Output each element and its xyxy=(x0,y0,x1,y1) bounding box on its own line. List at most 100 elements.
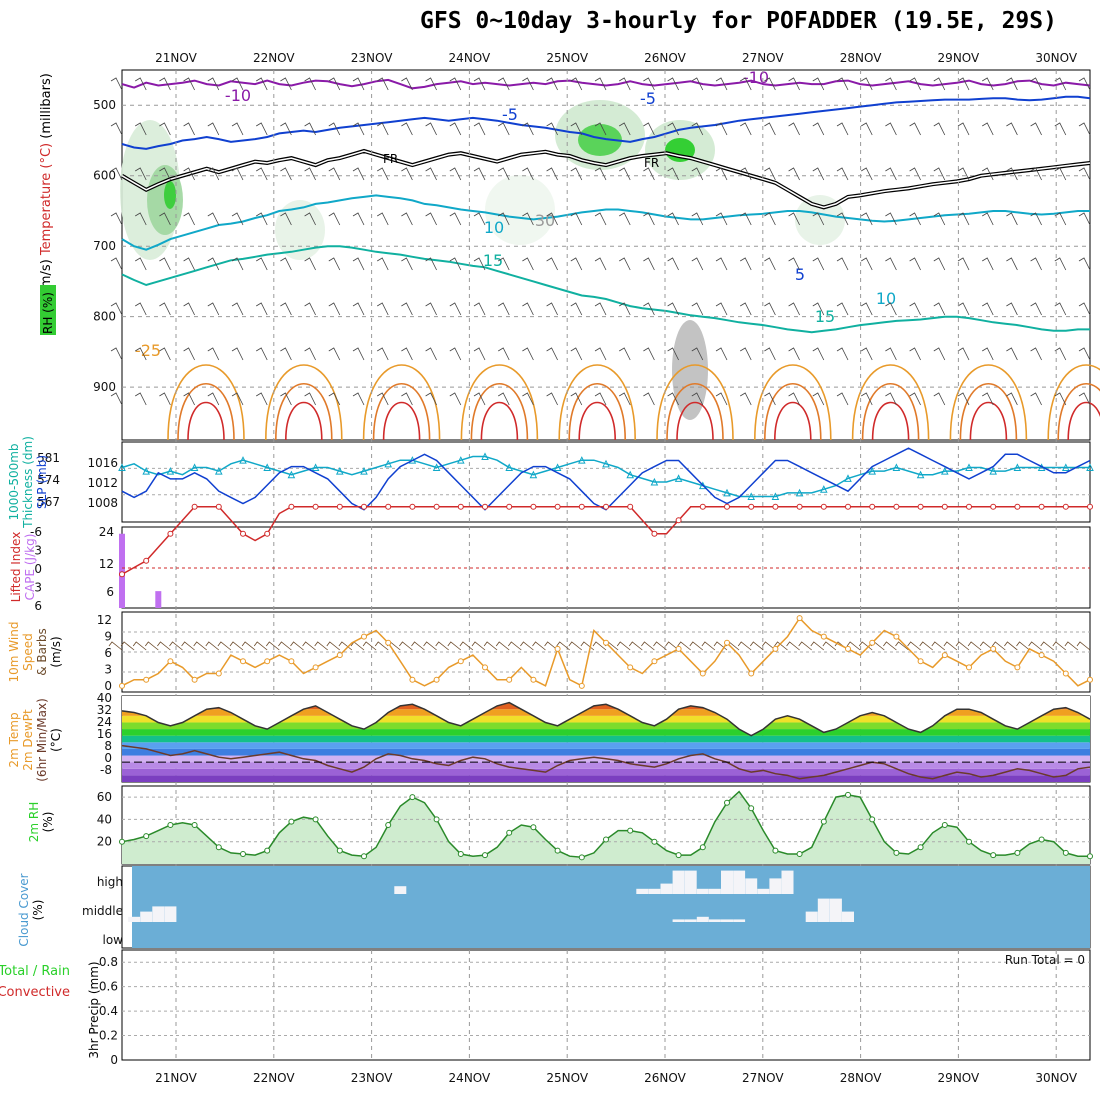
y-label-part: Thickness (dm) xyxy=(21,436,35,529)
wind-barb xyxy=(836,167,849,181)
lifted-index-line-point xyxy=(796,503,803,510)
contour-label: 10 xyxy=(876,289,896,308)
thickness-line-point xyxy=(505,463,514,471)
lifted-index-line-point xyxy=(530,503,537,510)
wind-barb xyxy=(836,122,849,136)
surface-wind-barb xyxy=(568,641,583,651)
wind-barb xyxy=(328,212,341,226)
rh-line-point xyxy=(941,822,948,828)
wind-barb xyxy=(449,302,462,316)
date-label-bottom: 28NOV xyxy=(840,1071,882,1085)
precip-tick: 0.4 xyxy=(99,1004,118,1018)
y-label-part: SLP (mb) xyxy=(35,455,49,509)
wind-barb xyxy=(401,257,413,271)
warm-contour-7-2 xyxy=(871,401,910,441)
wind-barb xyxy=(255,167,268,181)
surface-wind-barb xyxy=(495,641,510,651)
wind-speed-line-point xyxy=(917,658,924,665)
surface-wind-barb xyxy=(302,641,316,651)
warm-contour-6-1 xyxy=(764,383,822,441)
surface-wind-barb xyxy=(677,641,691,651)
wind-barb xyxy=(618,167,631,181)
lifted-index-line-point xyxy=(603,503,609,510)
rh-line-point xyxy=(603,836,609,843)
surface-wind-barb xyxy=(193,641,207,651)
thickness-line-point xyxy=(529,470,538,479)
wind-barb xyxy=(159,347,171,361)
wind-barb xyxy=(183,77,195,91)
wind-barb xyxy=(522,212,534,226)
thickness-line-point xyxy=(384,459,393,468)
rh-line-point xyxy=(530,824,537,831)
wind-barb xyxy=(110,257,123,271)
wind-barb xyxy=(304,122,316,136)
surface-wind-barb xyxy=(895,641,909,651)
wind-speed-line-point xyxy=(748,670,755,677)
li-tick: 3 xyxy=(34,581,42,595)
wind-speed-line-point xyxy=(409,676,416,683)
lifted-index-line-point xyxy=(385,503,392,510)
wind-barb xyxy=(546,212,558,226)
wind-barb xyxy=(933,302,946,316)
wind-barb xyxy=(885,392,897,406)
precip-legend-convective: Convective xyxy=(0,985,70,1000)
wind-barb xyxy=(207,212,220,226)
wind-barb xyxy=(473,212,486,226)
panel-frame-thk xyxy=(121,441,1091,523)
wind-barb xyxy=(594,77,607,91)
wind-barb xyxy=(401,347,413,361)
date-label-bottom: 22NOV xyxy=(253,1071,295,1085)
wind-barb xyxy=(352,212,365,226)
wind-barb xyxy=(546,122,558,136)
lifted-index-line-point xyxy=(191,503,198,510)
wind-barb xyxy=(449,212,462,226)
wind-barb xyxy=(788,77,800,91)
surface-wind-barb xyxy=(979,641,994,651)
thickness-line-point xyxy=(868,466,877,475)
rh-line-point xyxy=(240,850,246,857)
temp-band xyxy=(122,715,1090,723)
rh-line-point xyxy=(651,838,658,845)
surface-wind-barb xyxy=(278,641,292,651)
temp-band xyxy=(122,775,1090,782)
wind-barb xyxy=(328,122,341,136)
cloud-cell-high xyxy=(745,878,758,894)
wind-barb xyxy=(594,302,607,316)
wind-barb xyxy=(570,302,583,316)
wind-barb xyxy=(788,122,800,136)
wind-barb xyxy=(957,347,970,361)
surface-wind-barb xyxy=(907,641,921,651)
cloud-cell-middle xyxy=(842,911,854,922)
slp-tick: 1012 xyxy=(87,476,118,490)
lifted-index-line-point xyxy=(264,530,271,537)
wind-barb xyxy=(546,257,558,271)
wind-barb xyxy=(401,77,413,91)
precip-tick: 0.6 xyxy=(99,980,118,994)
wind-barb xyxy=(183,167,195,181)
wind-barb xyxy=(618,257,631,271)
lifted-index-line-point xyxy=(482,503,488,510)
wind-barb xyxy=(207,347,220,361)
wind-barb xyxy=(1054,122,1067,136)
wind-barb xyxy=(401,302,413,316)
wind-barb xyxy=(449,347,462,361)
cloud-cell-high xyxy=(757,888,770,894)
wind-barb xyxy=(376,77,389,91)
surface-wind-barb xyxy=(592,641,607,651)
surface-wind-barb xyxy=(362,641,377,651)
slp-tick: 1016 xyxy=(87,456,118,470)
cloud-cell-high xyxy=(696,888,709,894)
temp-mask xyxy=(122,696,1090,736)
date-label-top: 29NOV xyxy=(938,51,980,65)
wind-speed-line-point xyxy=(845,645,851,652)
surface-wind-barb xyxy=(955,641,970,651)
temp-band xyxy=(122,762,1090,769)
wind-barb xyxy=(473,257,486,271)
temp-tick: 40 xyxy=(97,691,112,705)
wind-barb xyxy=(134,347,147,361)
wind-barb xyxy=(159,392,171,406)
wind-barb xyxy=(594,122,607,136)
wind-speed-line-point xyxy=(119,682,125,689)
cloud-cell-middle xyxy=(128,916,141,922)
cloud-level-label: low xyxy=(103,933,124,947)
